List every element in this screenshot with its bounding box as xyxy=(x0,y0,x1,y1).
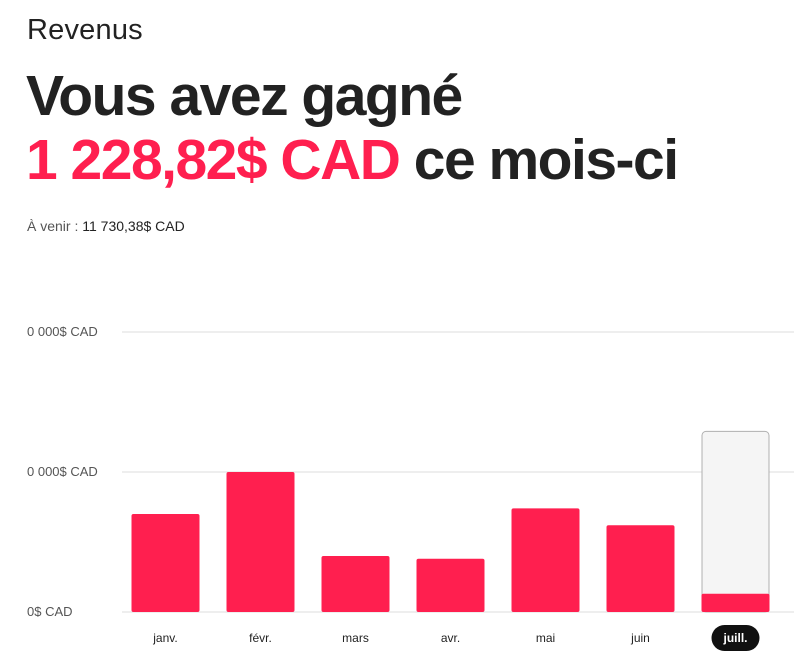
month-label[interactable]: juin xyxy=(630,631,650,645)
earnings-bar[interactable] xyxy=(226,472,295,612)
upcoming-value: 11 730,38$ CAD xyxy=(82,218,185,234)
y-tick-label: 0$ CAD xyxy=(27,604,73,619)
headline-line-2: 1 228,82$ CAD ce mois-ci xyxy=(26,128,679,192)
earnings-bar[interactable] xyxy=(416,558,485,612)
month-label[interactable]: avr. xyxy=(441,631,460,645)
month-label[interactable]: mars xyxy=(342,631,369,645)
pending-bar[interactable] xyxy=(701,430,770,613)
earnings-amount: 1 228,82$ CAD xyxy=(26,128,401,192)
selected-month-pill[interactable] xyxy=(711,625,760,651)
month-label[interactable]: mai xyxy=(536,631,555,645)
upcoming-label: À venir : xyxy=(27,218,79,234)
earnings-bar[interactable] xyxy=(321,556,390,612)
month-label[interactable]: janv. xyxy=(152,631,177,645)
earnings-bar[interactable] xyxy=(701,593,770,612)
earnings-bar[interactable] xyxy=(606,525,675,612)
headline-prefix: Vous avez gagné xyxy=(26,64,463,128)
earnings-bar[interactable] xyxy=(511,508,580,612)
earnings-bar[interactable] xyxy=(131,514,200,612)
month-label[interactable]: févr. xyxy=(249,631,272,645)
earnings-headline: Vous avez gagné 1 228,82$ CAD ce mois-ci xyxy=(26,64,679,192)
y-tick-label: 0 000$ CAD xyxy=(27,464,98,479)
earnings-bar-chart: 0$ CAD 0 000$ CAD 0 000$ CAD janv. févr. mars… xyxy=(27,324,794,651)
y-tick-label: 0 000$ CAD xyxy=(27,324,98,339)
headline-suffix: ce mois-ci xyxy=(413,128,679,192)
section-title: Revenus xyxy=(27,14,143,46)
month-label-selected[interactable]: juill. xyxy=(723,631,748,645)
upcoming-earnings: À venir : 11 730,38$ CAD xyxy=(27,218,185,234)
